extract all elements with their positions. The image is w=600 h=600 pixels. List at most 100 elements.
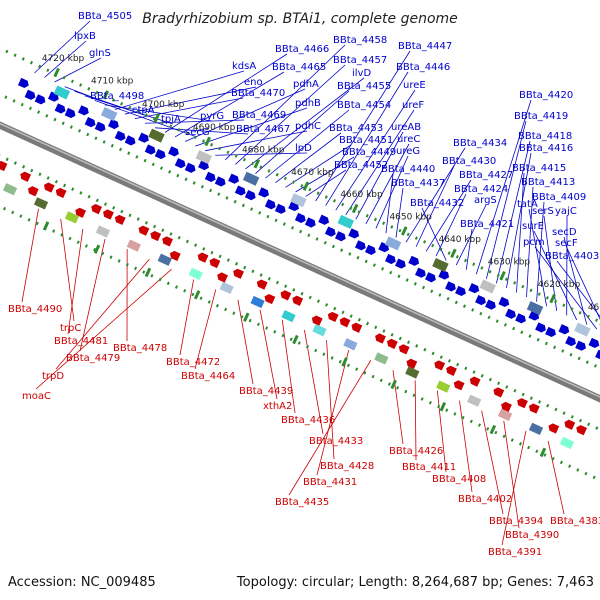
reverse-gene-label: BBta_4433 bbox=[309, 436, 363, 447]
reverse-gene-arrow bbox=[564, 419, 576, 430]
forward-gene-arrow bbox=[54, 103, 66, 114]
scale-tick bbox=[292, 334, 299, 345]
scale-tick bbox=[341, 357, 348, 367]
forward-gene-label: pdhC bbox=[295, 121, 321, 132]
reverse-leader-line bbox=[459, 400, 473, 493]
reverse-gene-arrow bbox=[517, 398, 528, 409]
forward-leader-line bbox=[536, 201, 545, 302]
forward-gene-arrow bbox=[258, 187, 269, 198]
reverse-gene-block bbox=[559, 436, 575, 450]
reverse-gene-label: BBta_4383 bbox=[550, 516, 600, 527]
forward-gene-label: BBta_4420 bbox=[519, 90, 573, 101]
forward-gene-arrow bbox=[395, 258, 406, 269]
reverse-gene-label: BBta_4472 bbox=[166, 357, 220, 368]
kbp-label: 4710 kbp bbox=[91, 77, 134, 87]
forward-gene-arrow bbox=[475, 294, 486, 306]
reverse-leader-line bbox=[259, 309, 278, 400]
reverse-gene-label: BBta_4402 bbox=[458, 494, 512, 505]
reverse-gene-block bbox=[374, 352, 389, 365]
scale-tick bbox=[390, 379, 397, 390]
forward-leader-line bbox=[275, 132, 342, 184]
reverse-gene-block bbox=[281, 309, 296, 323]
forward-leader-line bbox=[285, 144, 352, 188]
reverse-gene-label: moaC bbox=[22, 391, 51, 402]
forward-gene-label: BBta_4416 bbox=[519, 143, 573, 154]
forward-gene-arrow bbox=[565, 336, 576, 347]
forward-leader-line bbox=[94, 99, 198, 138]
topology-text: Topology: circular; Length: 8,264,687 bp… bbox=[236, 575, 594, 590]
forward-gene-arrow bbox=[575, 340, 586, 351]
reverse-gene-arrow bbox=[114, 214, 126, 225]
scale-tick bbox=[193, 290, 201, 300]
forward-leader-line bbox=[533, 230, 578, 321]
forward-leader-line bbox=[325, 71, 409, 206]
reverse-leader-line bbox=[79, 238, 106, 352]
forward-leader-line bbox=[516, 172, 525, 293]
scale-tick bbox=[144, 267, 152, 278]
forward-gene-label: tpiA bbox=[161, 114, 181, 125]
forward-gene-arrow bbox=[228, 173, 239, 184]
forward-gene-block bbox=[290, 193, 307, 208]
forward-gene-label: BBta_4434 bbox=[453, 138, 507, 149]
reverse-gene-arrow bbox=[91, 204, 103, 215]
reverse-leader-line bbox=[316, 350, 350, 476]
reverse-gene-label: BBta_4390 bbox=[505, 530, 559, 541]
forward-leader-line bbox=[365, 143, 410, 225]
forward-gene-arrow bbox=[144, 144, 156, 155]
forward-gene-arrow bbox=[214, 176, 226, 187]
forward-gene-label: BBta_4446 bbox=[396, 62, 450, 73]
reverse-gene-arrow bbox=[292, 295, 304, 306]
forward-gene-label: BBta_4454 bbox=[337, 100, 391, 111]
reverse-gene-block bbox=[467, 394, 482, 407]
forward-gene-arrow bbox=[114, 130, 126, 141]
accession-text: Accession: NC_009485 bbox=[8, 575, 156, 590]
reverse-leader-line bbox=[237, 299, 254, 385]
reverse-gene-block bbox=[436, 380, 451, 393]
forward-gene-label: BBta_4415 bbox=[512, 163, 566, 174]
forward-leader-line bbox=[255, 90, 350, 174]
forward-gene-label: secD bbox=[552, 227, 577, 238]
reverse-gene-label: BBta_4428 bbox=[320, 461, 374, 472]
forward-gene-label: BBta_4452 bbox=[334, 160, 388, 171]
forward-gene-label: BBta_4447 bbox=[398, 41, 452, 52]
forward-gene-arrow bbox=[78, 105, 89, 116]
forward-leader-line bbox=[335, 89, 416, 211]
forward-gene-label: lpxB bbox=[74, 31, 96, 42]
reverse-leader-line bbox=[21, 208, 39, 303]
reverse-leader-line bbox=[179, 279, 195, 356]
forward-gene-arrow bbox=[354, 240, 366, 251]
reverse-gene-label: BBta_4464 bbox=[181, 371, 235, 382]
forward-gene-label: ureF bbox=[402, 100, 424, 111]
forward-gene-label: pyrG bbox=[200, 111, 224, 122]
scale-tick bbox=[539, 447, 547, 458]
forward-gene-block bbox=[574, 322, 591, 337]
forward-gene-label: pcm bbox=[523, 237, 545, 248]
forward-leader-line bbox=[54, 57, 102, 83]
forward-gene-arrow bbox=[485, 299, 496, 310]
forward-leader-line bbox=[345, 109, 415, 215]
forward-leader-line bbox=[475, 99, 532, 275]
reverse-gene-arrow bbox=[55, 187, 67, 199]
reverse-gene-block bbox=[405, 366, 420, 379]
reverse-gene-arrow bbox=[386, 338, 398, 349]
forward-gene-block bbox=[242, 171, 260, 186]
forward-gene-arrow bbox=[588, 337, 600, 349]
reverse-gene-arrow bbox=[20, 171, 32, 182]
forward-gene-label: BBta_4498 bbox=[90, 91, 144, 102]
forward-gene-label: secF bbox=[555, 238, 578, 249]
forward-gene-arrow bbox=[415, 267, 426, 278]
forward-gene-block bbox=[100, 107, 118, 122]
dotted-track-2 bbox=[0, 120, 600, 455]
kbp-label: 4650 kbp bbox=[389, 213, 432, 223]
forward-gene-label: BBta_4403 bbox=[545, 251, 599, 262]
reverse-gene-arrow bbox=[501, 401, 512, 413]
scale-tick bbox=[351, 203, 359, 214]
forward-gene-arrow bbox=[445, 281, 456, 292]
forward-gene-label: BBta_4430 bbox=[442, 156, 496, 167]
forward-leader-line bbox=[104, 104, 213, 122]
forward-leader-line bbox=[84, 95, 174, 125]
scale-tick bbox=[302, 181, 310, 191]
forward-leader-line bbox=[355, 131, 404, 220]
reverse-gene-arrow bbox=[375, 333, 386, 344]
